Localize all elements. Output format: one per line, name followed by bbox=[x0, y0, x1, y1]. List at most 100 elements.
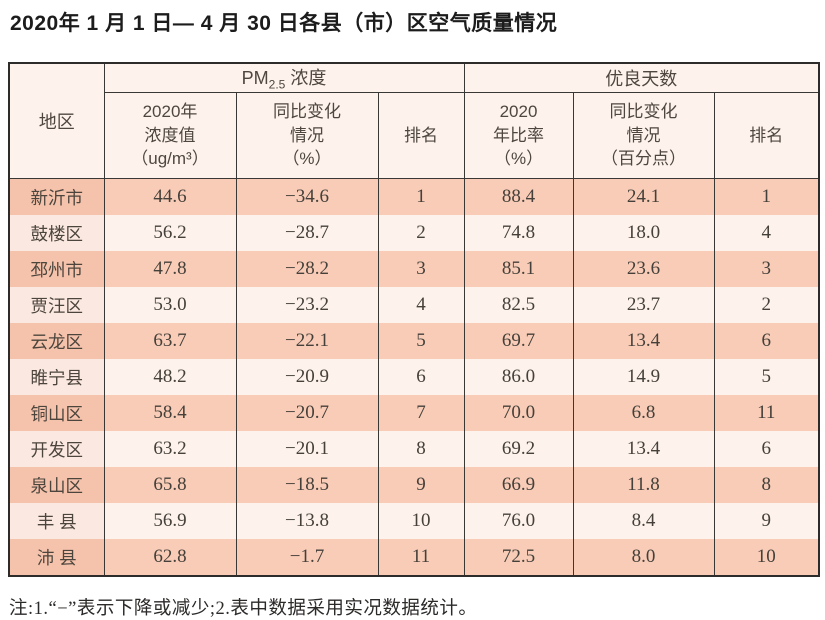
table-row: 新沂市 44.6 −34.6 1 88.4 24.1 1 bbox=[8, 178, 820, 215]
cell-name: 丰 县 bbox=[8, 503, 105, 539]
cell-good_change: 13.4 bbox=[572, 323, 715, 359]
cell-good_rank: 5 bbox=[713, 359, 820, 395]
cell-good_change: 11.8 bbox=[572, 467, 715, 503]
pm-prefix: PM bbox=[241, 68, 269, 89]
table-row: 铜山区 58.4 −20.7 7 70.0 6.8 11 bbox=[8, 395, 820, 431]
cell-good_change: 6.8 bbox=[572, 395, 715, 431]
header-good-change: 同比变化 情况 （百分点） bbox=[572, 92, 715, 179]
cell-pm_change: −28.2 bbox=[235, 251, 379, 287]
cell-good_ratio: 69.2 bbox=[463, 431, 574, 467]
header-sub-row: 2020年 浓度值 （ug/m³） 同比变化 情况 （%） 排名 2020 年比… bbox=[9, 92, 820, 179]
cell-good_rank: 6 bbox=[713, 431, 820, 467]
table-row: 鼓楼区 56.2 −28.7 2 74.8 18.0 4 bbox=[8, 215, 820, 251]
footnote: 注:1.“−”表示下降或减少;2.表中数据采用实况数据统计。 bbox=[9, 599, 478, 619]
cell-good_change: 18.0 bbox=[572, 215, 715, 251]
cell-good_rank: 11 bbox=[713, 395, 820, 431]
cell-pm_change: −13.8 bbox=[235, 503, 379, 539]
cell-good_change: 14.9 bbox=[572, 359, 715, 395]
header-region: 地区 bbox=[8, 63, 105, 179]
cell-pm_value: 62.8 bbox=[103, 539, 237, 576]
pm-suffix: 浓度 bbox=[285, 68, 327, 89]
cell-name: 睢宁县 bbox=[8, 359, 105, 395]
cell-pm_change: −20.7 bbox=[235, 395, 379, 431]
cell-pm_rank: 1 bbox=[377, 178, 465, 215]
table-header: 地区 PM2.5 浓度 优良天数 2020年 浓度值 （ug/m³） 同比变化 … bbox=[8, 63, 820, 179]
cell-pm_change: −20.9 bbox=[235, 359, 379, 395]
cell-good_ratio: 76.0 bbox=[463, 503, 574, 539]
cell-good_ratio: 86.0 bbox=[463, 359, 574, 395]
cell-pm_rank: 11 bbox=[377, 539, 465, 576]
cell-good_rank: 2 bbox=[713, 287, 820, 323]
cell-pm_change: −1.7 bbox=[235, 539, 379, 576]
cell-good_rank: 6 bbox=[713, 323, 820, 359]
cell-good_ratio: 82.5 bbox=[463, 287, 574, 323]
cell-pm_value: 44.6 bbox=[103, 178, 237, 215]
cell-good_ratio: 74.8 bbox=[463, 215, 574, 251]
cell-name: 鼓楼区 bbox=[8, 215, 105, 251]
cell-name: 沛 县 bbox=[8, 539, 105, 576]
header-pm-rank: 排名 bbox=[377, 92, 465, 179]
cell-pm_value: 56.9 bbox=[103, 503, 237, 539]
cell-pm_rank: 8 bbox=[377, 431, 465, 467]
cell-pm_rank: 9 bbox=[377, 467, 465, 503]
cell-pm_change: −28.7 bbox=[235, 215, 379, 251]
cell-pm_value: 48.2 bbox=[103, 359, 237, 395]
table-row: 丰 县 56.9 −13.8 10 76.0 8.4 9 bbox=[8, 503, 820, 539]
header-pm-value: 2020年 浓度值 （ug/m³） bbox=[103, 92, 237, 179]
table-row: 贾汪区 53.0 −23.2 4 82.5 23.7 2 bbox=[8, 287, 820, 323]
cell-pm_rank: 6 bbox=[377, 359, 465, 395]
cell-good_ratio: 85.1 bbox=[463, 251, 574, 287]
cell-name: 泉山区 bbox=[8, 467, 105, 503]
cell-pm_rank: 7 bbox=[377, 395, 465, 431]
header-group-row: 地区 PM2.5 浓度 优良天数 bbox=[8, 63, 820, 179]
cell-pm_change: −20.1 bbox=[235, 431, 379, 467]
cell-good_rank: 9 bbox=[713, 503, 820, 539]
cell-name: 新沂市 bbox=[8, 178, 105, 215]
cell-pm_value: 58.4 bbox=[103, 395, 237, 431]
table-row: 沛 县 62.8 −1.7 11 72.5 8.0 10 bbox=[8, 539, 820, 576]
cell-good_rank: 4 bbox=[713, 215, 820, 251]
cell-pm_value: 53.0 bbox=[103, 287, 237, 323]
table-body: 新沂市 44.6 −34.6 1 88.4 24.1 1 鼓楼区 56.2 −28.7 2 74.8 1… bbox=[8, 178, 820, 576]
header-good-rank: 排名 bbox=[713, 92, 820, 179]
cell-good_ratio: 66.9 bbox=[463, 467, 574, 503]
cell-good_ratio: 88.4 bbox=[463, 178, 574, 215]
cell-pm_change: −34.6 bbox=[235, 178, 379, 215]
cell-pm_rank: 10 bbox=[377, 503, 465, 539]
cell-pm_rank: 3 bbox=[377, 251, 465, 287]
cell-pm_change: −23.2 bbox=[235, 287, 379, 323]
table-row: 开发区 63.2 −20.1 8 69.2 13.4 6 bbox=[8, 431, 820, 467]
table-row: 睢宁县 48.2 −20.9 6 86.0 14.9 5 bbox=[8, 359, 820, 395]
cell-good_ratio: 69.7 bbox=[463, 323, 574, 359]
table-row: 邳州市 47.8 −28.2 3 85.1 23.6 3 bbox=[8, 251, 820, 287]
cell-good_change: 8.0 bbox=[572, 539, 715, 576]
cell-pm_rank: 4 bbox=[377, 287, 465, 323]
page-title: 2020年 1 月 1 日— 4 月 30 日各县（市）区空气质量情况 bbox=[10, 12, 558, 35]
cell-good_change: 8.4 bbox=[572, 503, 715, 539]
cell-name: 邳州市 bbox=[8, 251, 105, 287]
cell-name: 开发区 bbox=[8, 431, 105, 467]
table-row: 泉山区 65.8 −18.5 9 66.9 11.8 8 bbox=[8, 467, 820, 503]
header-pm25-group: PM2.5 浓度 bbox=[103, 63, 465, 93]
cell-name: 铜山区 bbox=[8, 395, 105, 431]
cell-name: 贾汪区 bbox=[8, 287, 105, 323]
cell-good_ratio: 72.5 bbox=[463, 539, 574, 576]
header-good-ratio: 2020 年比率 （%） bbox=[463, 92, 574, 179]
cell-pm_value: 47.8 bbox=[103, 251, 237, 287]
pm-subscript: 2.5 bbox=[268, 77, 286, 92]
cell-pm_rank: 2 bbox=[377, 215, 465, 251]
cell-name: 云龙区 bbox=[8, 323, 105, 359]
header-pm-change: 同比变化 情况 （%） bbox=[235, 92, 379, 179]
cell-pm_rank: 5 bbox=[377, 323, 465, 359]
cell-good_change: 23.6 bbox=[572, 251, 715, 287]
cell-good_rank: 3 bbox=[713, 251, 820, 287]
cell-good_change: 23.7 bbox=[572, 287, 715, 323]
cell-good_rank: 10 bbox=[713, 539, 820, 576]
header-good-days-group: 优良天数 bbox=[463, 63, 820, 93]
cell-good_rank: 1 bbox=[713, 178, 820, 215]
cell-pm_value: 63.7 bbox=[103, 323, 237, 359]
cell-pm_value: 65.8 bbox=[103, 467, 237, 503]
cell-pm_change: −22.1 bbox=[235, 323, 379, 359]
air-quality-table: 地区 PM2.5 浓度 优良天数 2020年 浓度值 （ug/m³） 同比变化 … bbox=[8, 62, 821, 577]
